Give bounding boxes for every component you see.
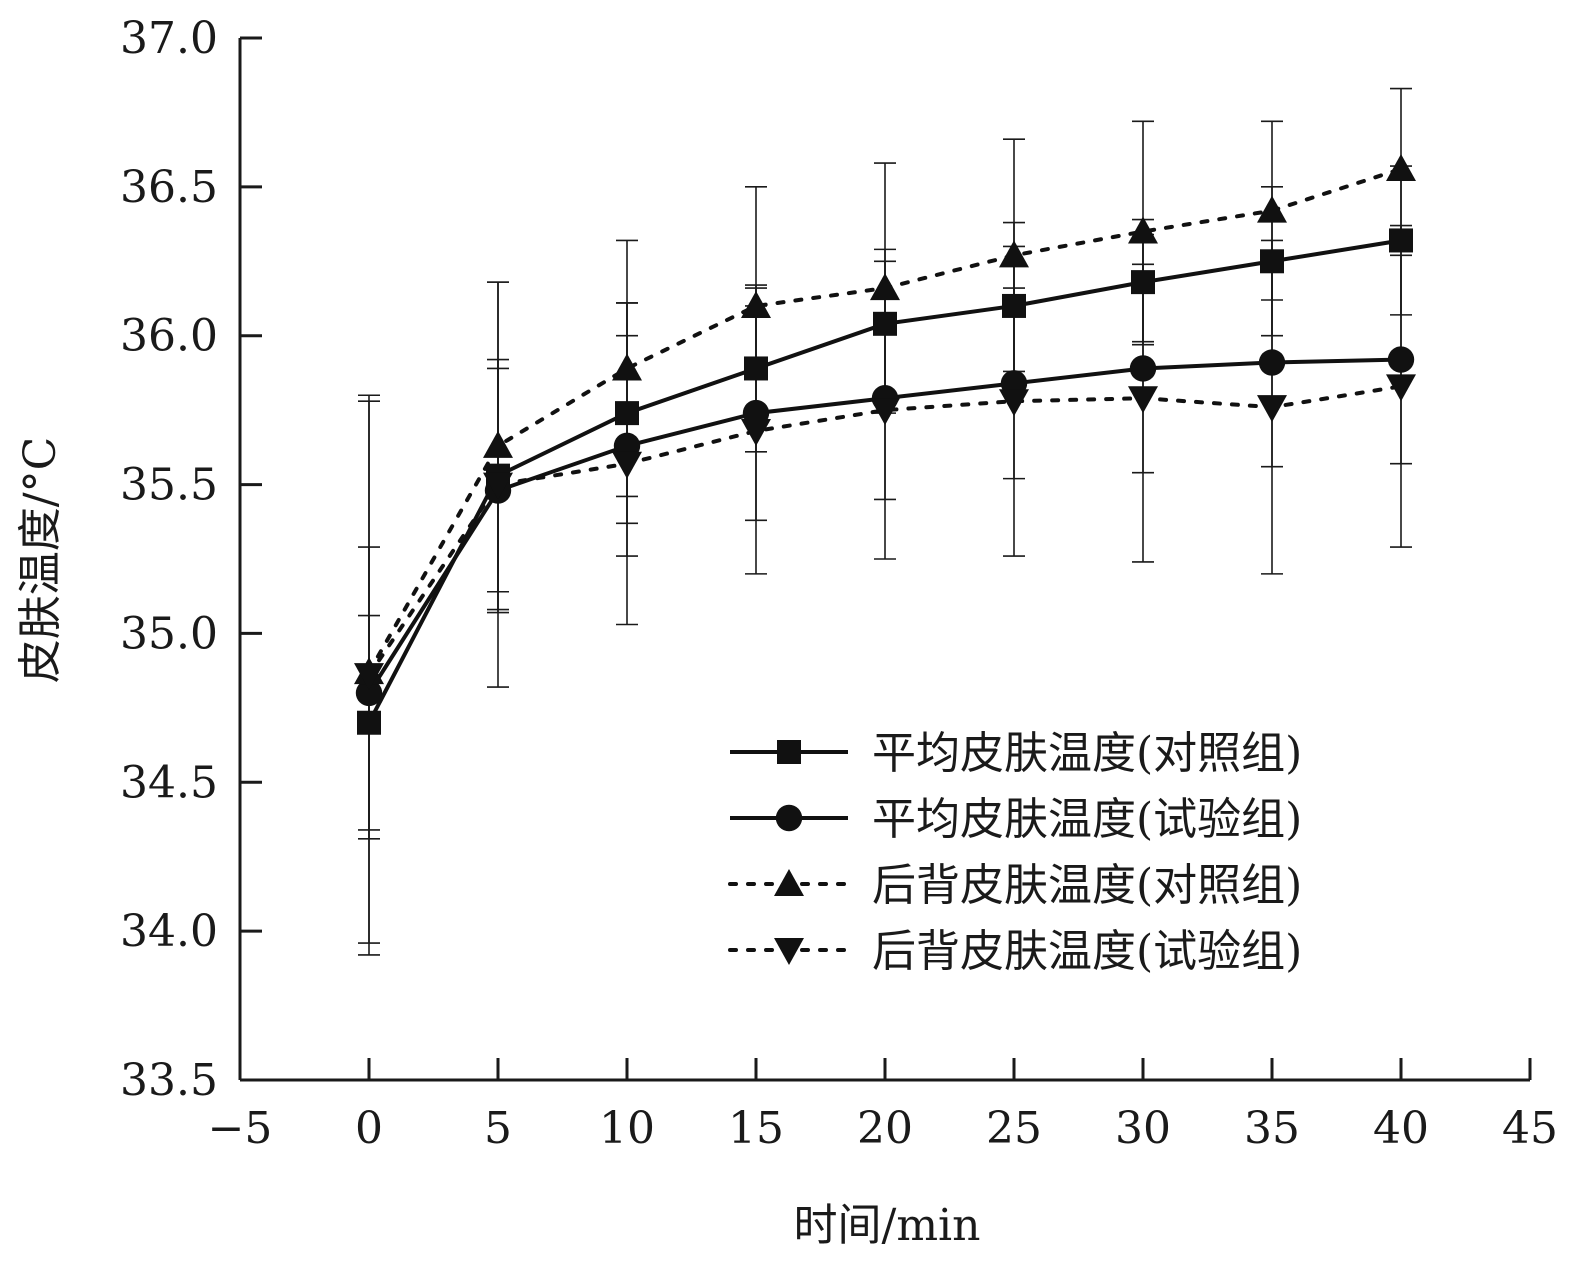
data-point-series-4 xyxy=(870,398,900,426)
x-tick-label: −5 xyxy=(208,1103,273,1154)
data-point-series-4 xyxy=(741,418,771,446)
legend-marker-1 xyxy=(777,740,801,764)
data-point-series-3 xyxy=(1386,153,1416,181)
y-tick-label: 37.0 xyxy=(120,13,218,64)
data-point-series-3 xyxy=(1128,216,1158,244)
x-tick-label: 0 xyxy=(355,1103,383,1154)
legend-label-2: 平均皮肤温度(试验组) xyxy=(872,794,1302,845)
data-point-series-1 xyxy=(1389,228,1413,253)
legend: 平均皮肤温度(对照组) 平均皮肤温度(试验组) 后背皮肤温度(对照组) 后背皮肤温度(… xyxy=(728,728,1302,977)
y-tick-label: 36.5 xyxy=(120,162,218,213)
y-tick-label: 36.0 xyxy=(120,311,218,362)
data-point-series-1 xyxy=(1131,270,1155,295)
data-point-series-2 xyxy=(1129,355,1157,382)
data-point-series-2 xyxy=(1387,346,1415,373)
legend-marker-2 xyxy=(775,804,803,832)
data-point-series-3 xyxy=(612,353,642,381)
y-tick-label: 34.0 xyxy=(120,906,218,957)
x-tick-label: 15 xyxy=(728,1103,784,1154)
x-tick-label: 10 xyxy=(599,1103,655,1154)
data-point-series-4 xyxy=(612,451,642,479)
axis-layer: 33.5 34.0 34.5 35.0 35.5 36.0 36.5 37.0 −5 0 5 10 15… xyxy=(120,13,1558,1154)
legend-marker-4 xyxy=(774,938,804,965)
x-tick-label: 40 xyxy=(1373,1103,1429,1154)
x-tick-label: 45 xyxy=(1502,1103,1558,1154)
data-point-series-1 xyxy=(1002,293,1026,318)
series-line-4 xyxy=(367,384,1403,678)
x-tick-label: 5 xyxy=(484,1103,512,1154)
data-point-series-4 xyxy=(1386,374,1416,402)
x-axis-title: 时间/min xyxy=(794,1200,981,1251)
x-tick-label: 30 xyxy=(1115,1103,1171,1154)
y-tick-label: 33.5 xyxy=(120,1055,218,1106)
data-point-series-1 xyxy=(1260,249,1284,274)
data-point-series-1 xyxy=(615,401,639,426)
data-point-series-1 xyxy=(744,356,768,381)
x-tick-label: 25 xyxy=(986,1103,1042,1154)
data-point-series-3 xyxy=(483,430,513,458)
x-tick-label: 20 xyxy=(857,1103,913,1154)
data-point-series-3 xyxy=(870,273,900,301)
x-tick-label: 35 xyxy=(1244,1103,1300,1154)
data-point-series-3 xyxy=(1257,195,1287,223)
marker-layer xyxy=(354,153,1416,735)
data-point-series-1 xyxy=(873,311,897,336)
y-tick-label: 35.5 xyxy=(120,460,218,511)
y-tick-label: 35.0 xyxy=(120,608,218,659)
data-point-series-4 xyxy=(1128,386,1158,414)
data-point-series-4 xyxy=(354,663,384,691)
legend-label-1: 平均皮肤温度(对照组) xyxy=(872,728,1302,779)
data-point-series-2 xyxy=(1258,349,1286,376)
legend-label-3: 后背皮肤温度(对照组) xyxy=(872,860,1302,911)
y-axis-title: 皮肤温度/°C xyxy=(15,437,66,684)
data-point-series-1 xyxy=(357,710,381,735)
legend-label-4: 后背皮肤温度(试验组) xyxy=(872,926,1302,977)
data-point-series-3 xyxy=(999,240,1029,268)
y-tick-label: 34.5 xyxy=(120,757,218,808)
data-point-series-4 xyxy=(483,472,513,500)
data-point-series-2 xyxy=(355,679,383,707)
legend-marker-3 xyxy=(774,869,804,896)
data-point-series-3 xyxy=(741,290,771,318)
data-point-series-4 xyxy=(1257,395,1287,423)
data-point-series-4 xyxy=(999,389,1029,417)
